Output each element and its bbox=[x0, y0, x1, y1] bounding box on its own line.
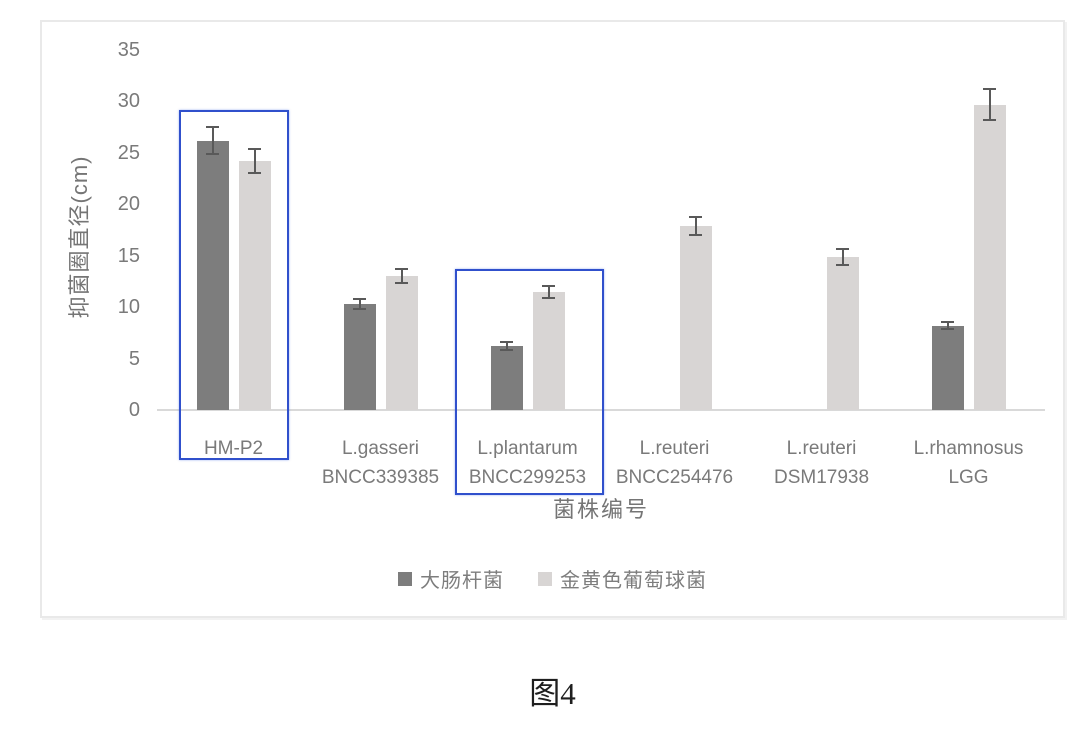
bar bbox=[931, 325, 964, 410]
legend-item: 大肠杆菌 bbox=[398, 564, 504, 593]
error-bar-line bbox=[358, 298, 361, 310]
error-bar-line bbox=[988, 89, 991, 120]
error-bar-cap bbox=[206, 152, 219, 155]
bar bbox=[196, 140, 229, 410]
y-axis-tick: 30 bbox=[117, 90, 140, 113]
error-bar-line bbox=[946, 322, 949, 330]
error-bar-cap bbox=[248, 172, 261, 175]
legend-item: 金黄色葡萄球菌 bbox=[538, 564, 707, 593]
bar bbox=[490, 346, 523, 410]
error-bar-cap bbox=[941, 328, 954, 331]
error-bar-line bbox=[841, 248, 844, 265]
error-bar-cap bbox=[941, 321, 954, 324]
figure-caption: 图4 bbox=[529, 676, 576, 711]
error-bar-cap bbox=[983, 118, 996, 121]
bar bbox=[826, 256, 859, 410]
error-bar-cap bbox=[500, 341, 513, 344]
bar bbox=[385, 276, 418, 410]
bar bbox=[532, 291, 565, 410]
error-bar-cap bbox=[983, 88, 996, 91]
legend: 大肠杆菌 金黄色葡萄球菌 bbox=[42, 564, 1063, 593]
error-bar-cap bbox=[542, 284, 555, 287]
bar bbox=[343, 304, 376, 410]
error-bar-cap bbox=[248, 147, 261, 150]
bar bbox=[679, 225, 712, 410]
error-bar-cap bbox=[836, 247, 849, 250]
error-bar-line bbox=[505, 342, 508, 351]
error-bar-cap bbox=[353, 297, 366, 300]
legend-label: 金黄色葡萄球菌 bbox=[560, 570, 707, 592]
x-axis-line bbox=[157, 409, 1045, 411]
error-bar-line bbox=[400, 269, 403, 284]
error-bar-cap bbox=[395, 282, 408, 285]
error-bar-cap bbox=[836, 263, 849, 266]
y-axis-tick: 25 bbox=[117, 141, 140, 164]
error-bar-cap bbox=[395, 268, 408, 271]
y-axis-tick: 15 bbox=[117, 244, 140, 267]
error-bar-cap bbox=[542, 296, 555, 299]
chart-panel: 抑菌圈直径(cm) 0 5 10 15 20 25 30 35 HM-P2 L.gasseri B… bbox=[40, 20, 1065, 618]
x-axis-title: 菌株编号 bbox=[552, 497, 649, 522]
x-axis-label: L.gasseri BNCC339385 bbox=[321, 438, 440, 488]
legend-label: 大肠杆菌 bbox=[420, 570, 504, 592]
error-bar-line bbox=[547, 285, 550, 298]
bar bbox=[973, 104, 1006, 410]
x-axis-label: L.reuteri BNCC254476 bbox=[615, 438, 734, 488]
error-bar-cap bbox=[500, 349, 513, 352]
legend-swatch bbox=[538, 571, 552, 586]
y-axis-tick: 20 bbox=[117, 193, 140, 216]
error-bar-cap bbox=[206, 126, 219, 129]
error-bar-line bbox=[253, 148, 256, 174]
y-axis-tick: 5 bbox=[128, 347, 140, 370]
bar bbox=[238, 161, 271, 410]
error-bar-cap bbox=[353, 308, 366, 311]
error-bar-line bbox=[694, 216, 697, 236]
x-axis-label: L.reuteri DSM17938 bbox=[773, 438, 870, 488]
y-axis-tick: 10 bbox=[117, 296, 140, 319]
error-bar-cap bbox=[689, 234, 702, 237]
error-bar-cap bbox=[689, 215, 702, 218]
y-axis-tick: 0 bbox=[128, 399, 140, 421]
x-axis-label: L.rhamnosus LGG bbox=[913, 438, 1024, 488]
error-bar-line bbox=[211, 127, 214, 154]
legend-swatch bbox=[398, 571, 412, 586]
y-axis-tick: 35 bbox=[117, 39, 140, 61]
highlight-box-hm-p2 bbox=[179, 110, 289, 460]
highlight-box-l-plantarum bbox=[455, 269, 604, 495]
x-axis-label: HM-P2 bbox=[203, 438, 264, 459]
x-axis-label: L.plantarum BNCC299253 bbox=[468, 438, 587, 488]
